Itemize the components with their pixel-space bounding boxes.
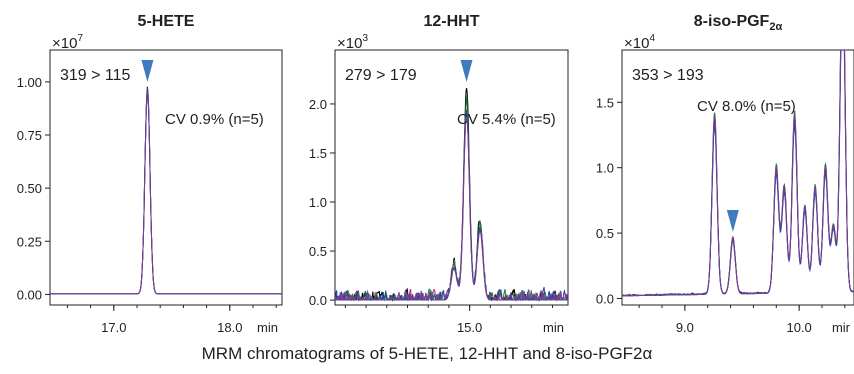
y-tick-label: 0.0 [309, 293, 327, 308]
chart-title: 12-HHT [423, 13, 479, 30]
y-tick-label: 0.5 [309, 244, 327, 259]
chart-panel-1: 5-HETE ×107 0.00 0.25 0.50 0.75 1.00 17.0 18.0 mi… [17, 13, 283, 335]
x-axis-label: min [257, 320, 278, 335]
y-tick-label: 0.50 [17, 181, 42, 196]
plot-frame [621, 49, 854, 306]
peak-marker [141, 60, 154, 82]
plot-frame [334, 49, 569, 306]
y-tick-label: 2.0 [309, 97, 327, 112]
figure-caption: MRM chromatograms of 5-HETE, 12-HHT and … [0, 344, 854, 364]
cv-annotation: CV 0.9% (n=5) [165, 111, 264, 128]
y-multiplier-base: ×10 [624, 35, 649, 52]
y-multiplier: ×107 [52, 33, 83, 52]
y-tick-label: 1.0 [309, 195, 327, 210]
y-tick-label: 1.00 [17, 75, 42, 90]
plot-frame [49, 49, 283, 306]
y-multiplier-base: ×10 [52, 35, 77, 52]
y-multiplier-exponent: 7 [77, 33, 83, 44]
caption-text: MRM chromatograms of 5-HETE, 12-HHT and … [201, 344, 653, 363]
chart-panel-3: 8-iso-PGF2α ×104 0.0 0.5 1.0 1.5 9.0 10.0 mir 353… [596, 13, 854, 335]
chart-title: 5-HETE [138, 13, 195, 30]
trace-line-5 [335, 117, 568, 302]
cv-annotation: CV 8.0% (n=5) [697, 98, 796, 115]
y-tick-label: 1.0 [596, 161, 614, 176]
chart-title: 8-iso-PGF2α [694, 13, 783, 33]
x-tick-label: 18.0 [217, 320, 242, 335]
y-tick-label: 0.75 [17, 128, 42, 143]
peak-marker [460, 60, 473, 82]
y-tick-label: 1.5 [596, 95, 614, 110]
cv-annotation: CV 5.4% (n=5) [457, 111, 556, 128]
y-multiplier: ×103 [337, 33, 368, 52]
trace-line-5 [622, 50, 854, 297]
y-multiplier: ×104 [624, 33, 655, 52]
trace-line-4 [335, 109, 568, 302]
transition-label: 353 > 193 [632, 67, 704, 84]
x-tick-label: 17.0 [101, 320, 126, 335]
x-tick-label: 9.0 [676, 320, 694, 335]
chart-panel-2: 12-HHT ×103 0.0 0.5 1.0 1.5 2.0 15.0 min 279 > 17… [309, 13, 569, 335]
y-tick-label: 0.5 [596, 226, 614, 241]
x-tick-label: 15.0 [457, 320, 482, 335]
transition-label: 319 > 115 [60, 67, 131, 84]
x-axis-label: min [543, 320, 564, 335]
y-tick-label: 0.0 [596, 291, 614, 306]
y-tick-label: 0.25 [17, 234, 42, 249]
peak-marker [726, 210, 739, 232]
y-tick-label: 0.00 [17, 287, 42, 302]
y-multiplier-exponent: 4 [649, 33, 655, 44]
y-multiplier-exponent: 3 [362, 33, 368, 44]
y-tick-label: 1.5 [309, 146, 327, 161]
x-axis-label: mir [832, 320, 851, 335]
chart-title-main: 5-HETE [138, 13, 195, 30]
chart-title-main: 8-iso-PGF [694, 13, 770, 30]
chart-title-main: 12-HHT [423, 13, 479, 30]
transition-label: 279 > 179 [345, 67, 417, 84]
chart-title-subscript: 2α [769, 21, 782, 33]
y-multiplier-base: ×10 [337, 35, 362, 52]
x-tick-label: 10.0 [786, 320, 811, 335]
trace-line-5 [50, 90, 282, 295]
